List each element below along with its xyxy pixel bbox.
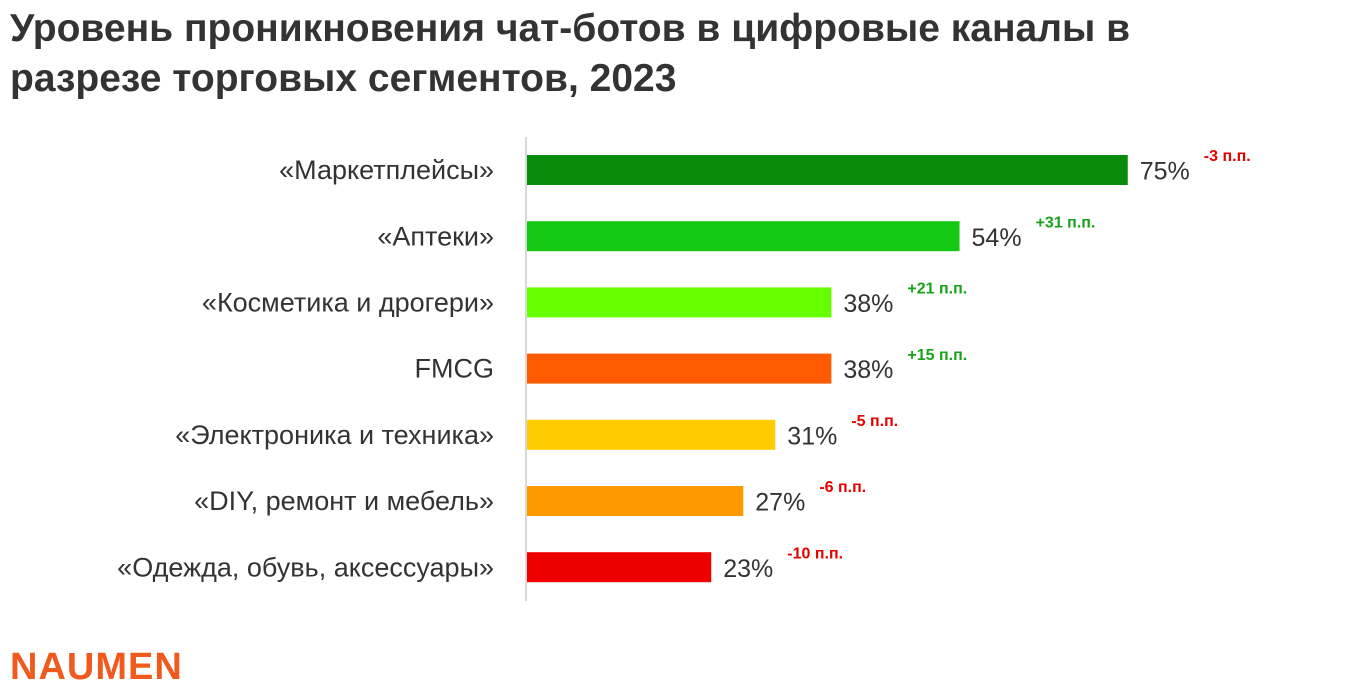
category-label: «Аптеки»: [377, 221, 494, 251]
bar: [527, 353, 832, 384]
change-label: -6 п.п.: [819, 479, 866, 496]
category-label: «Косметика и дрогери»: [202, 288, 494, 318]
bar: [527, 221, 960, 252]
value-label: 75%: [1140, 158, 1190, 186]
value-label: 31%: [787, 422, 837, 450]
change-label: -5 п.п.: [851, 413, 898, 430]
value-label: 23%: [723, 555, 773, 583]
chart-title: Уровень проникновения чат-ботов в цифров…: [10, 7, 1131, 100]
category-label: «Одежда, обувь, аксессуары»: [117, 552, 494, 582]
category-label: «Электроника и техника»: [175, 420, 494, 450]
category-label: FMCG: [415, 354, 494, 384]
logo: NAUMEN: [10, 646, 183, 688]
bar: [527, 486, 744, 516]
change-label: +31 п.п.: [1036, 214, 1096, 231]
value-label: 27%: [755, 489, 805, 517]
change-label: -10 п.п.: [787, 545, 843, 562]
category-label: «DIY, ремонт и мебель»: [194, 486, 494, 516]
bar: [527, 552, 712, 583]
value-label: 38%: [843, 290, 893, 318]
bar: [527, 419, 776, 450]
change-label: +15 п.п.: [907, 347, 967, 364]
change-label: -3 п.п.: [1204, 148, 1251, 165]
bar: [527, 287, 832, 318]
category-label: «Маркетплейсы»: [279, 155, 494, 185]
value-label: 38%: [843, 356, 893, 384]
bar: [527, 155, 1128, 185]
change-label: +21 п.п.: [907, 281, 967, 298]
value-label: 54%: [972, 224, 1022, 252]
